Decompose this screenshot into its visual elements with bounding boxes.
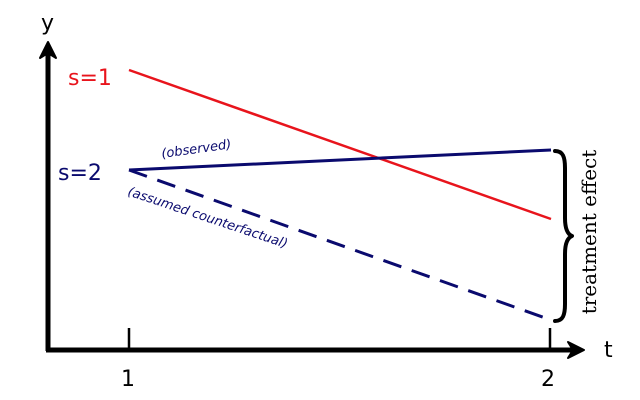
x-tick-label-1: 1 [121,367,135,392]
y-axis-label: y [41,11,54,36]
observed-annotation: (observed) [160,137,232,162]
series-lines [128,68,552,322]
group-label-s1: s=1 [68,66,112,91]
treatment-effect-brace [553,149,574,323]
series-line-s1 [128,68,552,221]
group-label-s2: s=2 [58,161,102,186]
y-axis-arrow [39,41,57,59]
x-axis-label: t [604,338,613,363]
x-tick-label-2: 2 [541,367,555,392]
x-axis-arrow [567,341,585,359]
counterfactual-annotation: (assumed counterfactual) [126,185,290,252]
axes: y t 1 2 [39,11,613,392]
treatment-effect-label: treatment effect [577,150,601,315]
series-line-s2-counterfactual [128,168,552,322]
series-line-s2-observed [128,148,552,172]
